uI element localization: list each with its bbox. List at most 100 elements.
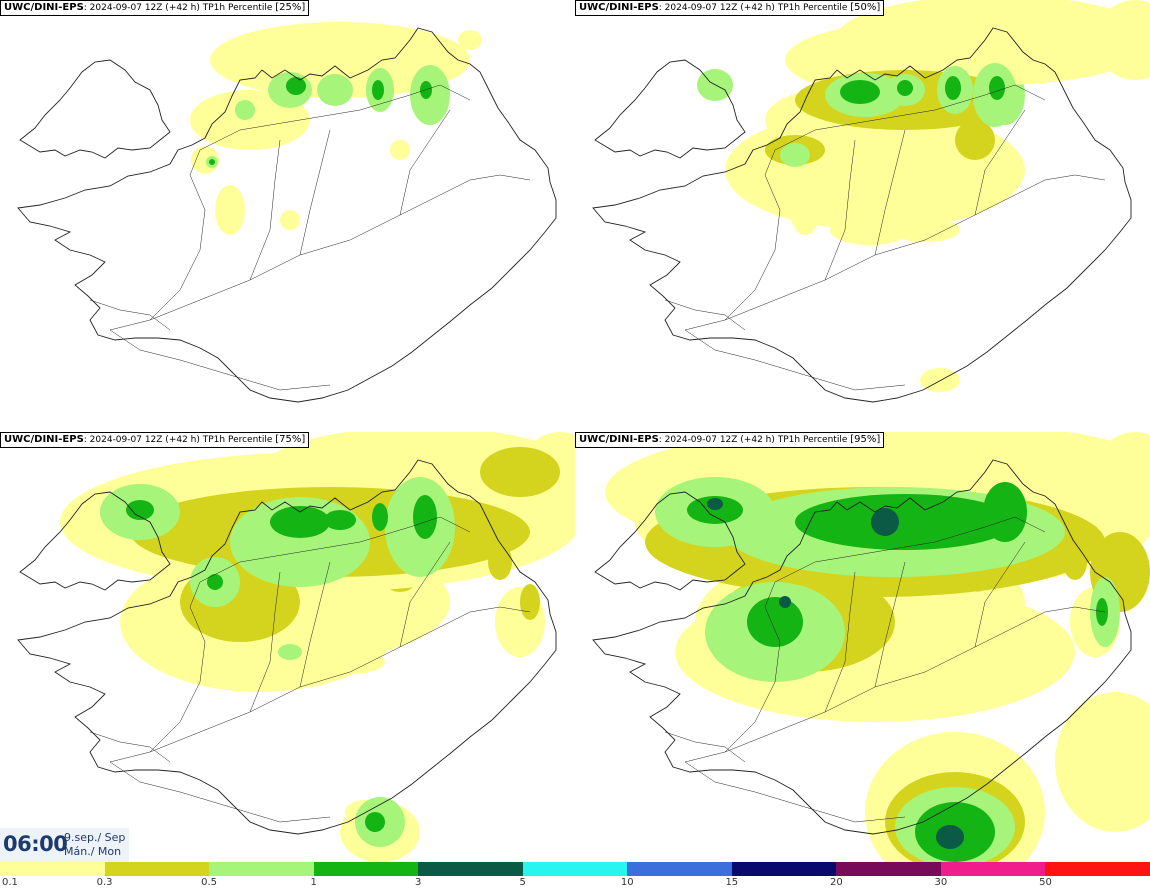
colorbar-label: 10 [620,877,634,888]
valid-date: 9.sep./ Sep Mán./ Mon [64,831,125,859]
precip-contour [280,210,300,230]
road-line [109,606,531,763]
precipitation-field [190,22,482,235]
road-line [824,139,856,281]
map-panel-p50: UWC/DINI-EPS: 2024-09-07 12Z (+42 h) TP1… [575,0,1150,430]
colorbar-label: 0.3 [96,877,113,888]
iceland-map [17,432,575,862]
colorbar-swatch [209,862,314,876]
iceland-map [17,22,557,403]
precip-contour [390,140,410,160]
precip-contour [955,120,995,160]
valid-date-day: 9.sep./ Sep [64,831,126,844]
precip-contour [779,596,791,608]
road-line [664,731,746,763]
precip-contour [209,159,215,165]
colorbar-swatch [313,862,419,876]
precip-contour [747,597,803,647]
road-line [299,129,331,256]
precip-contour [707,498,723,510]
colorbar-label: 50 [1039,877,1052,888]
coastline-westfjords [19,59,171,159]
precip-contour [270,506,330,538]
road-line [109,761,331,823]
precip-contour [324,510,356,530]
road-line [249,571,281,713]
colorbar-swatch [418,862,523,876]
coastline [592,27,1132,403]
precipitation-colorbar [0,862,1150,876]
valid-time: 06:00 [3,832,68,856]
precip-contour [897,80,913,96]
valid-time-box: 06:00 9.sep./ Sep Mán./ Mon [0,828,129,862]
precip-contour [1095,0,1150,80]
precip-contour [989,76,1005,100]
precip-contour [983,482,1027,542]
colorbar-label: 0.1 [2,877,18,888]
road-line [149,84,471,321]
precip-contour [215,185,245,235]
precip-contour [365,812,385,832]
colorbar-label: 0.5 [201,877,218,888]
map-panel-p95: UWC/DINI-EPS: 2024-09-07 12Z (+42 h) TP1… [575,432,1150,862]
colorbar-label: 30 [934,877,948,888]
road-line [874,129,906,256]
precip-contour [1055,692,1150,832]
panel-title: UWC/DINI-EPS: 2024-09-07 12Z (+42 h) TP1… [575,432,885,448]
precip-contour [936,825,964,849]
panel-title: UWC/DINI-EPS: 2024-09-07 12Z (+42 h) TP1… [0,0,310,16]
colorbar-swatch [731,862,837,876]
colorbar-label: 20 [829,877,843,888]
precip-contour [317,74,353,106]
colorbar-label: 1 [310,877,317,888]
precip-contour [871,508,899,536]
road-line [724,84,1046,321]
map-panel-p75: UWC/DINI-EPS: 2024-09-07 12Z (+42 h) TP1… [0,432,575,862]
coastline-westfjords [594,491,746,591]
precip-contour [207,574,223,590]
coastline [592,459,1132,835]
map-panel-p25: UWC/DINI-EPS: 2024-09-07 12Z (+42 h) TP1… [0,0,575,430]
road-line [249,139,281,281]
coastline [17,27,557,403]
precip-contour [780,143,810,167]
precip-contour [945,76,961,100]
iceland-map [592,432,1150,862]
precip-contour [278,644,302,660]
precip-contour [488,544,512,580]
road-line [974,541,1026,648]
coastline-westfjords [19,491,171,591]
road-line [109,174,531,331]
precip-contour [126,500,154,520]
precip-contour [372,503,388,531]
precip-contour [420,81,432,99]
road-line [684,329,906,391]
precip-contour [840,80,880,104]
colorbar-swatch [940,862,1046,876]
colorbar-swatch [104,862,210,876]
precip-contour [286,77,306,95]
road-line [824,571,856,713]
precip-contour [413,495,437,539]
road-line [89,731,171,763]
road-line [149,516,471,753]
iceland-map [592,0,1150,403]
colorbar-labels: 0.1 0.3 0.5 1 3 5 10 15 20 30 50 [0,877,1150,891]
colorbar-label: 15 [725,877,739,888]
colorbar-swatch [627,862,732,876]
road-line [399,109,451,216]
road-line [684,174,1106,331]
precip-contour [235,100,255,120]
panel-title: UWC/DINI-EPS: 2024-09-07 12Z (+42 h) TP1… [575,0,885,16]
colorbar-swatch [522,862,628,876]
road-line [684,606,1106,763]
panel-title: UWC/DINI-EPS: 2024-09-07 12Z (+42 h) TP1… [0,432,310,448]
precip-contour [520,584,540,620]
coastline-westfjords [594,59,746,159]
road-line [89,299,171,331]
precip-contour [835,0,1150,85]
colorbar-label: 5 [519,877,526,888]
road-line [724,516,1046,753]
precip-contour [1096,598,1108,626]
precipitation-field [697,0,1150,392]
